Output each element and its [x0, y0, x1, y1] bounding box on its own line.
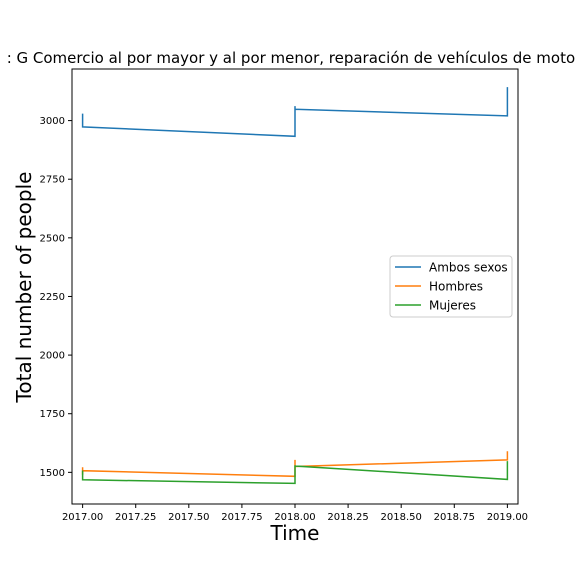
- y-axis-label: Total number of people: [12, 172, 36, 404]
- y-tick-label: 2500: [40, 233, 65, 244]
- x-tick-label: 2018.00: [274, 512, 315, 523]
- y-tick-label: 2250: [40, 292, 65, 303]
- series-line-0: [81, 87, 509, 138]
- y-tick-label: 3000: [40, 116, 65, 127]
- chart-title: : G Comercio al por mayor y al por menor…: [7, 49, 576, 67]
- x-tick-label: 2017.00: [62, 512, 103, 523]
- x-axis-label: Time: [270, 521, 320, 545]
- y-tick-label: 2750: [40, 175, 65, 186]
- series-line-2: [81, 461, 509, 485]
- y-tick-label: 1500: [40, 468, 65, 479]
- y-tick-label: 2000: [40, 351, 65, 362]
- legend-label-0: Ambos sexos: [429, 261, 508, 275]
- x-tick-label: 2018.25: [327, 512, 368, 523]
- x-tick-label: 2017.50: [168, 512, 209, 523]
- x-tick-label: 2017.75: [221, 512, 262, 523]
- legend-label-1: Hombres: [429, 280, 483, 294]
- legend-label-2: Mujeres: [429, 299, 476, 313]
- x-tick-label: 2019.00: [487, 512, 528, 523]
- x-tick-label: 2018.75: [434, 512, 475, 523]
- x-tick-label: 2017.25: [115, 512, 156, 523]
- series-layer: [81, 87, 509, 485]
- x-tick-label: 2018.50: [381, 512, 422, 523]
- legend-frame: [389, 255, 513, 318]
- legend: Ambos sexos Hombres Mujeres: [389, 255, 513, 318]
- y-axis-ticks: 1500 1750 2000 2250 2500 2750 3000: [40, 116, 72, 479]
- y-tick-label: 1750: [40, 409, 65, 420]
- x-axis-ticks: 2017.00 2017.25 2017.50 2017.75 2018.00 2018.…: [62, 504, 528, 523]
